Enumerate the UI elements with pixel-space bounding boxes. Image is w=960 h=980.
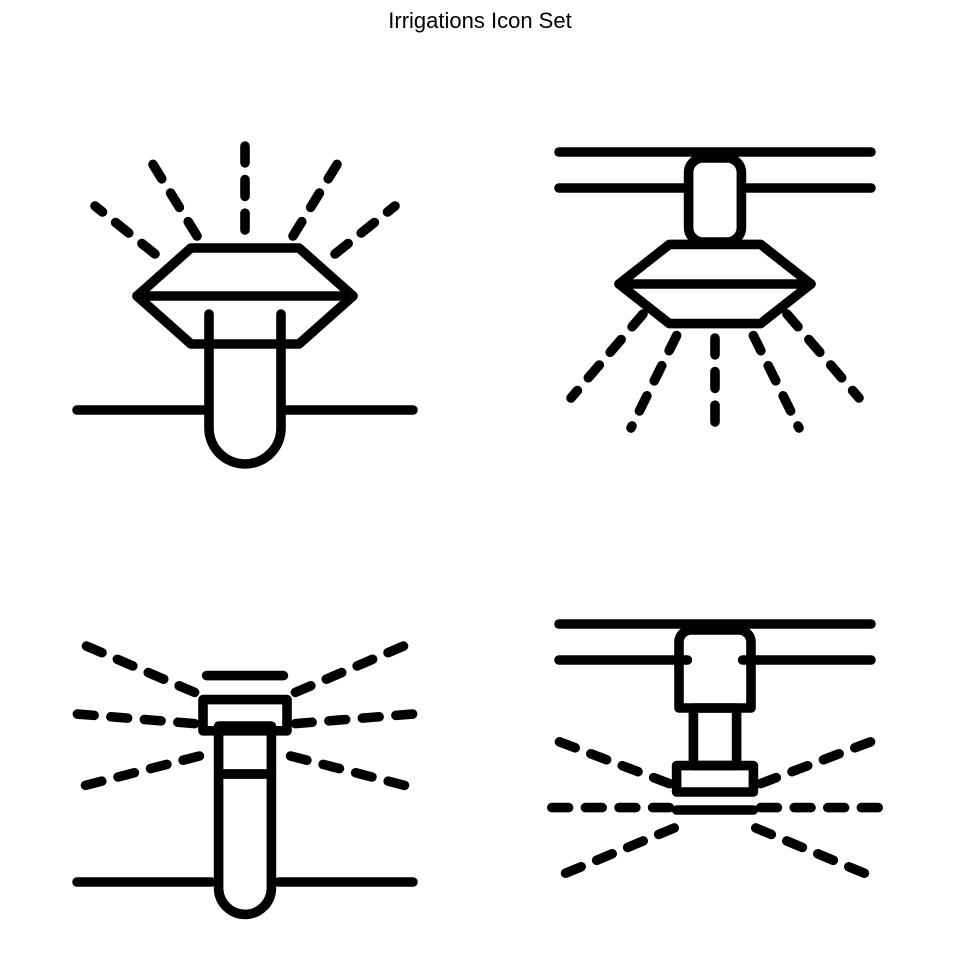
drip-emitter-icon (535, 570, 895, 930)
cell-top-right (510, 100, 920, 480)
icon-grid (40, 100, 920, 940)
cell-bottom-right (510, 560, 920, 940)
pop-up-sprinkler-icon (65, 110, 425, 470)
cell-top-left (40, 100, 450, 480)
impact-sprinkler-icon (65, 570, 425, 930)
page-title: Irrigations Icon Set (0, 8, 960, 34)
hanging-sprinkler-icon (535, 110, 895, 470)
cell-bottom-left (40, 560, 450, 940)
